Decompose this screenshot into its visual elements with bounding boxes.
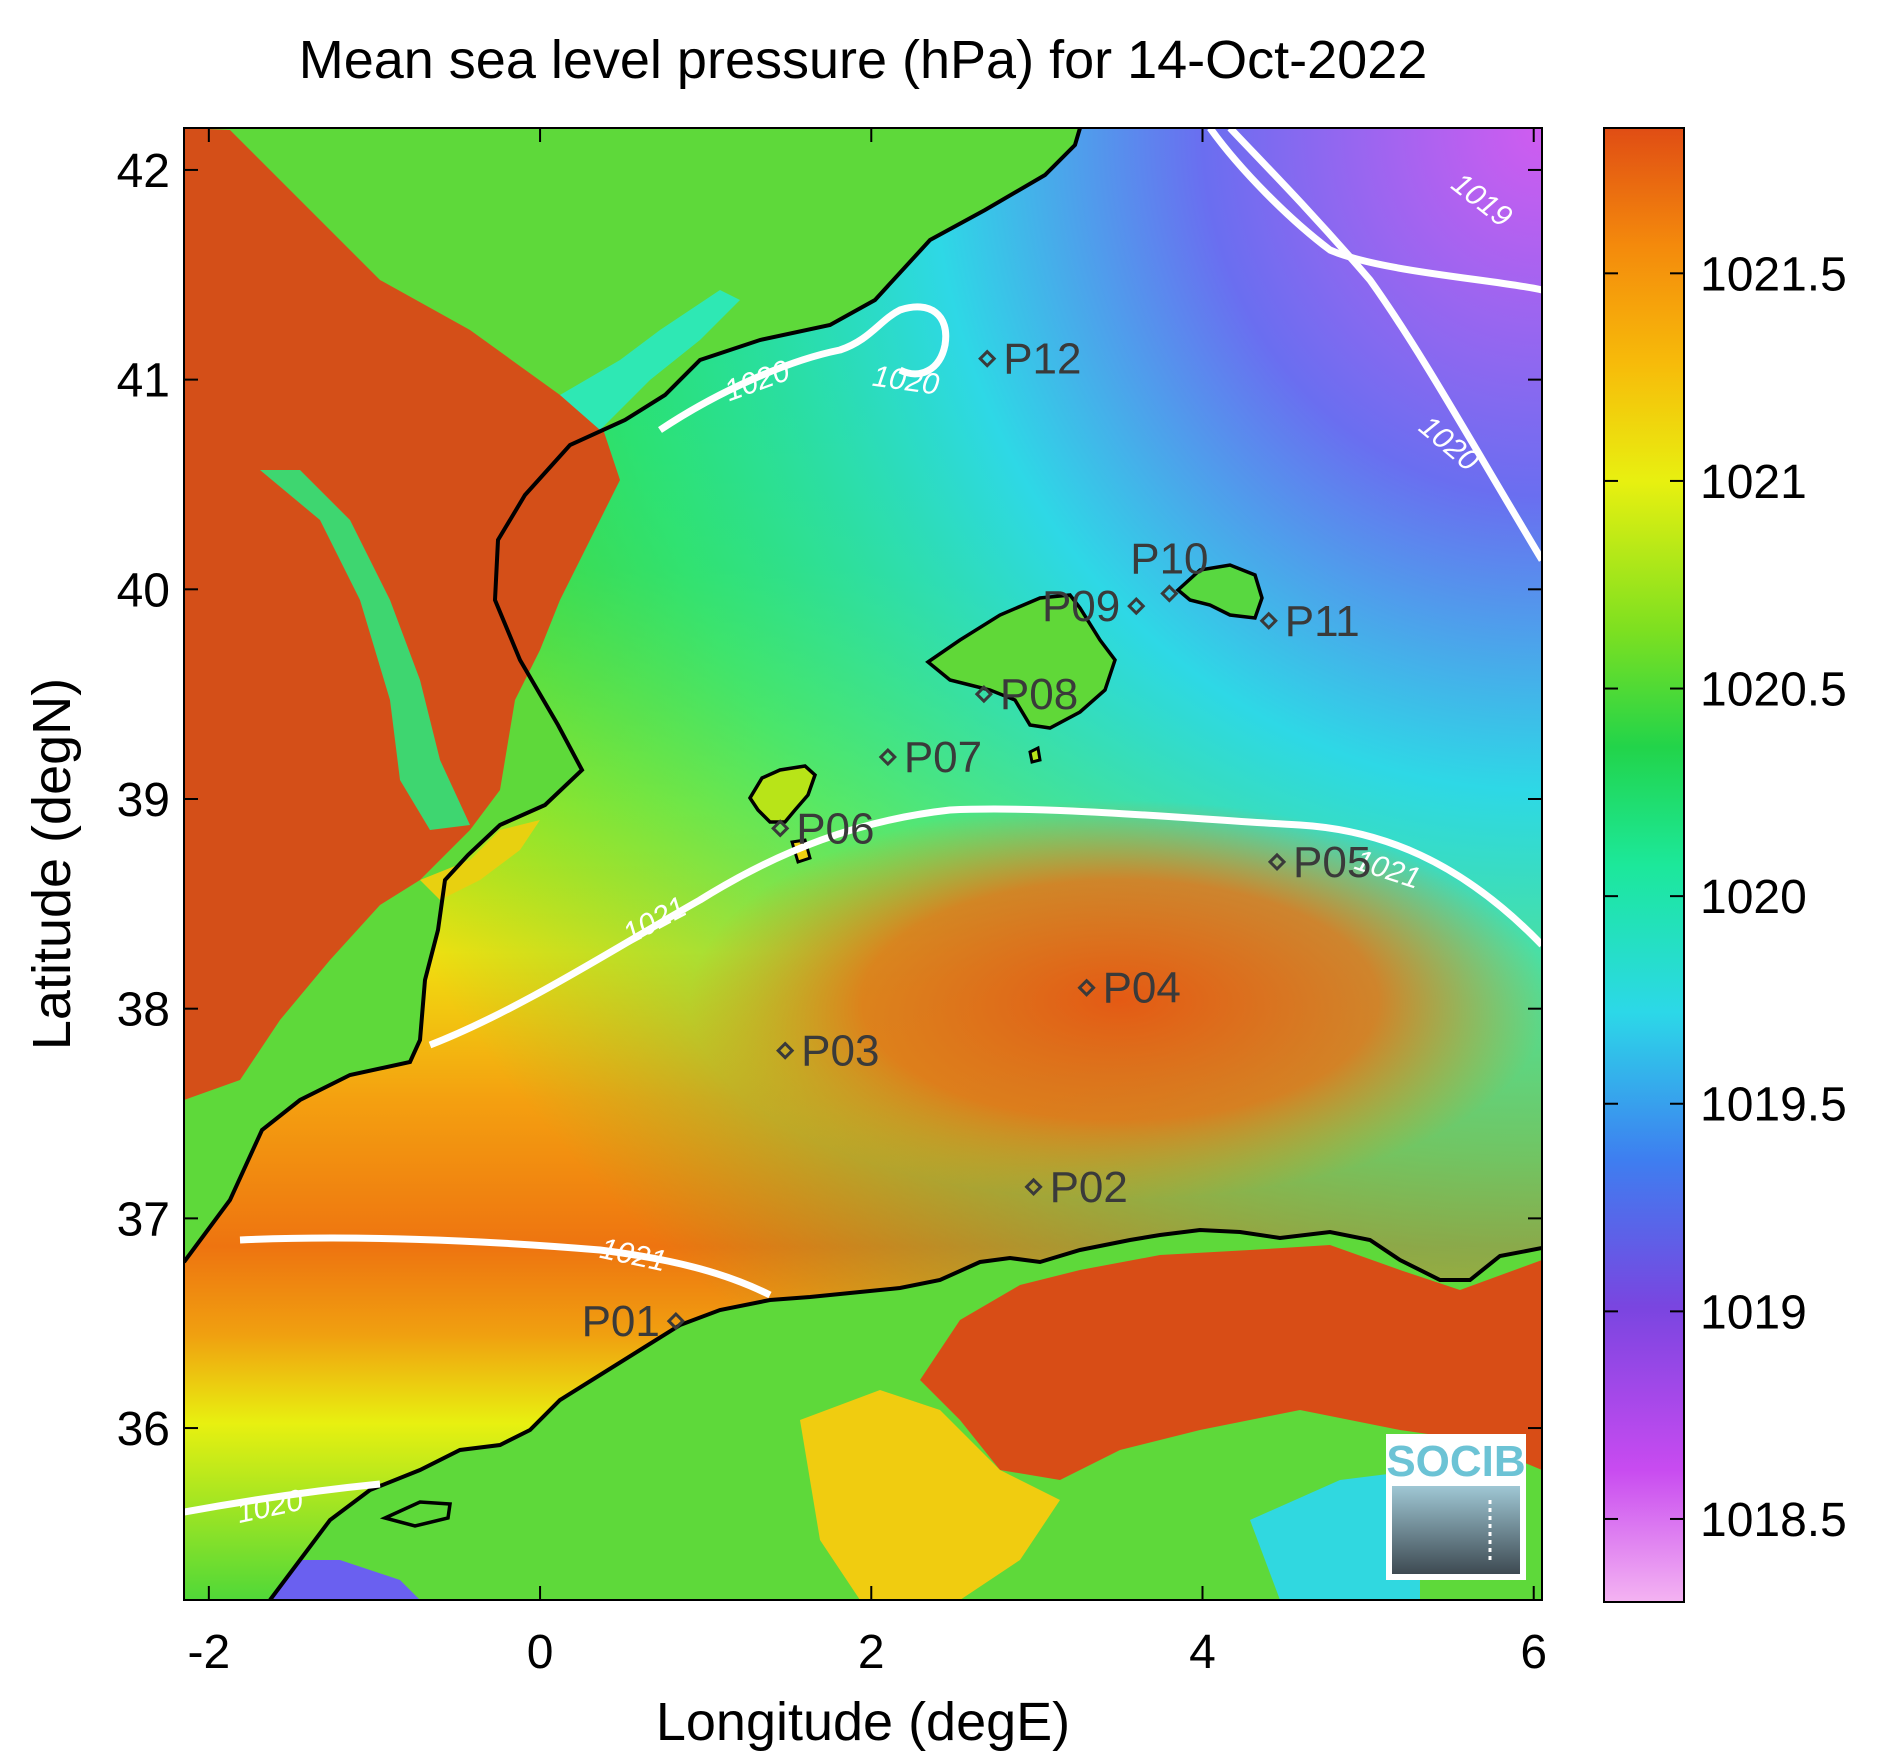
isobars bbox=[184, 128, 1542, 1516]
x-tick-label: -2 bbox=[187, 1626, 230, 1679]
menorca-island bbox=[1175, 563, 1264, 620]
y-axis-ticks: 36 37 38 39 40 41 42 bbox=[117, 145, 1542, 1456]
station-label: P08 bbox=[1000, 670, 1078, 719]
alboran-island bbox=[379, 1500, 452, 1528]
coastal-valley-land bbox=[260, 470, 470, 830]
station-label: P02 bbox=[1050, 1163, 1128, 1212]
colorbar-tick-label: 1018.5 bbox=[1700, 1494, 1847, 1547]
station-label: P11 bbox=[1285, 597, 1360, 646]
station-label: P01 bbox=[582, 1297, 660, 1346]
iberia-coastline bbox=[184, 128, 1082, 1264]
x-tick-label: 6 bbox=[1520, 1626, 1547, 1679]
isobar-1020-coast bbox=[658, 303, 950, 433]
station-label: P05 bbox=[1293, 838, 1371, 887]
high-pressure-core bbox=[690, 800, 1542, 1200]
colorbar-tick-label: 1020.5 bbox=[1700, 664, 1847, 717]
map-frame bbox=[183, 127, 1543, 1601]
y-tick-label: 41 bbox=[117, 355, 170, 408]
isobar-1020-south bbox=[184, 1480, 381, 1516]
x-tick-label: 4 bbox=[1189, 1626, 1216, 1679]
y-tick-label: 40 bbox=[117, 564, 170, 617]
station-marker bbox=[666, 1311, 685, 1331]
station-marker bbox=[1267, 852, 1287, 872]
x-tick-label: 2 bbox=[858, 1626, 885, 1679]
station-label: P04 bbox=[1103, 964, 1181, 1013]
y-tick-label: 36 bbox=[117, 1403, 170, 1456]
coastal-plain-land bbox=[420, 820, 540, 900]
x-tick-label: 0 bbox=[527, 1626, 554, 1679]
y-axis-label: Latitude (degN) bbox=[22, 678, 82, 1050]
y-tick-label: 38 bbox=[117, 984, 170, 1037]
isobar-1019 bbox=[1207, 128, 1542, 294]
station-label: P09 bbox=[1042, 582, 1120, 631]
isobar-1020-north bbox=[1227, 128, 1542, 562]
africa-mid-pressure bbox=[800, 1390, 1060, 1600]
colorbar-ticks: 1018.5 1019 1019.5 1020 1020.5 1021 1021.5 bbox=[1604, 248, 1847, 1547]
x-axis-ticks: -2 0 2 4 6 bbox=[187, 128, 1547, 1679]
station-marker bbox=[1259, 611, 1278, 630]
station-marker bbox=[1127, 596, 1146, 616]
station-marker bbox=[974, 685, 994, 704]
logo-sea-gradient bbox=[1392, 1486, 1520, 1574]
station-label: P07 bbox=[904, 733, 982, 782]
colorbar-tick-label: 1019 bbox=[1700, 1286, 1807, 1339]
socib-logo: SOCIB bbox=[1386, 1434, 1526, 1580]
africa-east-low-pressure bbox=[1250, 1470, 1420, 1600]
station-label: P03 bbox=[801, 1027, 879, 1076]
isobar-1021-south bbox=[239, 1234, 772, 1299]
colorbar-tick-label: 1021.5 bbox=[1700, 248, 1847, 301]
station-marker bbox=[776, 1041, 795, 1060]
logo-text: SOCIB bbox=[1386, 1437, 1525, 1486]
station-marker bbox=[1024, 1177, 1043, 1197]
colorbar-tick-label: 1021 bbox=[1700, 456, 1807, 509]
station-marker bbox=[1160, 584, 1179, 603]
isobar-1021-north bbox=[428, 805, 1542, 1049]
africa-coastline bbox=[268, 1227, 1542, 1600]
colorbar bbox=[1603, 127, 1685, 1603]
africa-low-pressure bbox=[270, 1560, 420, 1600]
cabrera-island bbox=[1028, 745, 1042, 764]
africa-high-pressure bbox=[920, 1245, 1542, 1480]
inland-high-pressure bbox=[184, 128, 620, 1100]
station-marker bbox=[771, 819, 790, 838]
station-label: P12 bbox=[1003, 335, 1081, 384]
colorbar-tick-label: 1020 bbox=[1700, 871, 1807, 924]
x-axis-label: Longitude (degE) bbox=[656, 1692, 1070, 1752]
station-marker bbox=[878, 747, 897, 767]
y-tick-label: 37 bbox=[117, 1193, 170, 1246]
y-tick-label: 42 bbox=[117, 145, 170, 198]
ebro-valley-land bbox=[560, 290, 740, 430]
station-marker bbox=[978, 349, 997, 368]
ibiza-island bbox=[747, 764, 818, 824]
y-tick-label: 39 bbox=[117, 774, 170, 827]
colorbar-tick-label: 1019.5 bbox=[1700, 1079, 1847, 1132]
station-marker bbox=[1077, 978, 1096, 997]
chart-title: Mean sea level pressure (hPa) for 14-Oct… bbox=[299, 30, 1428, 90]
station-label: P10 bbox=[1130, 535, 1208, 584]
station-label: P06 bbox=[796, 804, 874, 853]
